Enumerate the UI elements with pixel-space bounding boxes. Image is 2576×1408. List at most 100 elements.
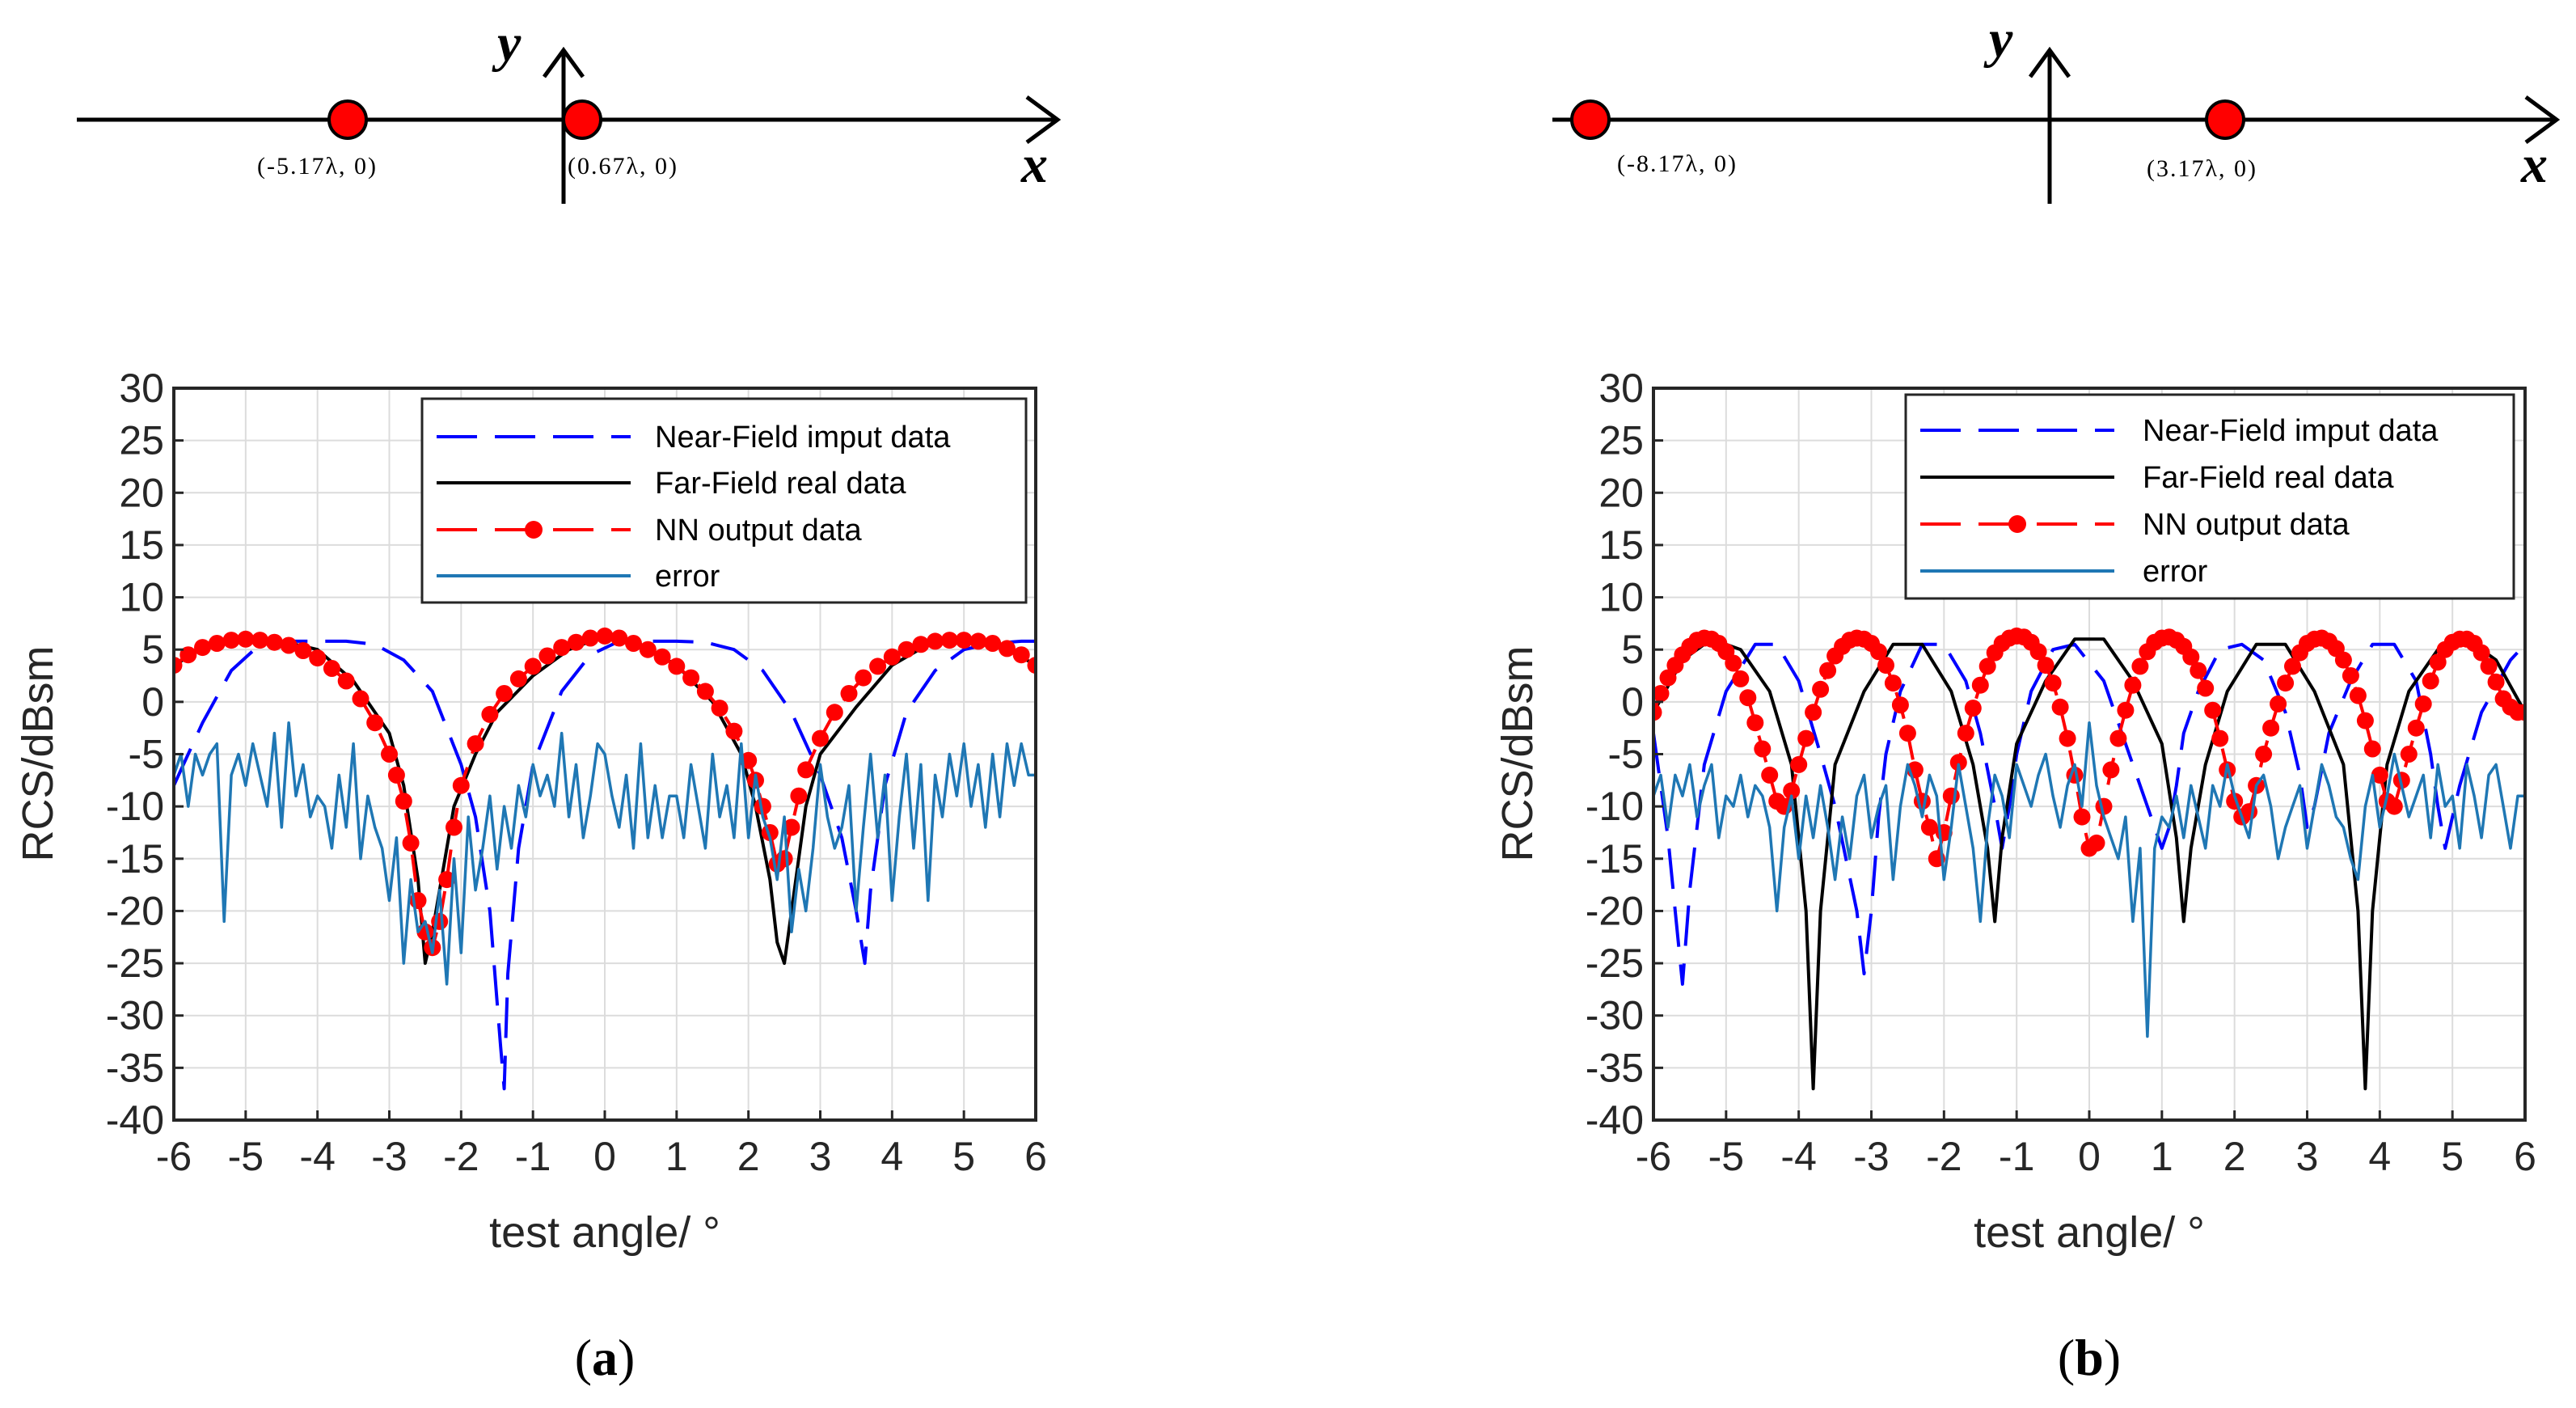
- nn-marker: [1898, 725, 1916, 742]
- nn-marker: [2414, 695, 2432, 712]
- y-tick-label: 30: [119, 366, 164, 411]
- nn-marker: [1746, 714, 1764, 732]
- plot-area: [174, 627, 1036, 1091]
- legend: Near-Field imput data Far-Field real dat…: [1904, 393, 2515, 600]
- panel-label-b: (b): [2058, 1329, 2121, 1386]
- nn-marker: [2516, 704, 2525, 721]
- x-tick-label: -1: [1999, 1134, 2034, 1179]
- nn-marker: [2117, 701, 2135, 719]
- y-tick-label: -15: [106, 836, 164, 882]
- nn-marker: [509, 670, 527, 687]
- y-tick-label: -10: [106, 784, 164, 829]
- x-tick-label: -3: [371, 1134, 407, 1179]
- nn-marker: [381, 746, 398, 763]
- nn-marker: [840, 685, 858, 702]
- nn-marker: [797, 761, 815, 779]
- nn-marker: [395, 793, 412, 810]
- nn-marker: [366, 714, 384, 732]
- nn-marker: [2400, 746, 2418, 763]
- x-tick-label: 3: [809, 1134, 832, 1179]
- nn-marker: [668, 657, 686, 675]
- x-tick-label: 3: [2296, 1134, 2319, 1179]
- rcs-chart-a: -6 -5 -4 -3 -2 -1 0 1 2 3 4 5 6302520151050-5-10-15-…: [14, 366, 1047, 1257]
- nn-marker: [387, 766, 405, 784]
- x-axis-arrow: [2524, 95, 2561, 145]
- nn-marker: [682, 669, 700, 687]
- y-tick-label: 10: [1598, 575, 1644, 620]
- y-tick-label: 25: [1598, 418, 1644, 463]
- nn-marker: [1964, 700, 1982, 717]
- nn-marker: [883, 648, 901, 666]
- nn-marker: [481, 705, 499, 723]
- nn-marker: [955, 632, 973, 649]
- ticks: -6 -5 -4 -3 -2 -1 0 1 2 3 4 5 6302520151050-5-10-15-…: [1586, 366, 2536, 1179]
- legend-label-nearfield: Near-Field imput data: [655, 421, 951, 455]
- y-tick-label: 25: [119, 418, 164, 463]
- x-tick-label: 0: [593, 1134, 616, 1179]
- y-tick-label: 20: [119, 470, 164, 515]
- nn-marker: [2371, 766, 2388, 784]
- nn-marker: [912, 636, 930, 653]
- y-tick-label: 0: [141, 679, 164, 725]
- nn-marker: [237, 630, 255, 648]
- nn-marker: [2059, 729, 2076, 747]
- panel-open: (: [575, 1329, 592, 1386]
- y-axis-arrow: [542, 46, 585, 78]
- coordinate-diagram-b: y x (-8.17λ, 0) (3.17λ, 0): [1552, 10, 2561, 204]
- nn-marker: [265, 633, 283, 651]
- nn-marker: [1739, 689, 1757, 707]
- y-tick-label: -5: [129, 732, 164, 777]
- x-tick-label: 4: [880, 1134, 903, 1179]
- nn-marker: [2277, 674, 2295, 692]
- y-tick-label: -25: [106, 941, 164, 986]
- x-tick-label: 4: [2368, 1134, 2391, 1179]
- nn-marker: [2037, 657, 2054, 674]
- x-tick-label: 0: [2078, 1134, 2101, 1179]
- ticks: -6 -5 -4 -3 -2 -1 0 1 2 3 4 5 6302520151050-5-10-15-…: [106, 366, 1047, 1179]
- nn-marker: [897, 641, 915, 658]
- nn-marker: [2051, 698, 2069, 716]
- nn-marker: [1891, 696, 1909, 714]
- y-axis-name: y: [1983, 10, 2013, 69]
- x-axis-arrow: [1025, 95, 1062, 145]
- nn-marker: [653, 648, 671, 666]
- y-axis-label: RCS/dBsm: [14, 645, 62, 861]
- nn-marker: [2073, 808, 2091, 826]
- nn-marker: [2422, 672, 2439, 690]
- x-tick-label: -5: [228, 1134, 264, 1179]
- y-axis-arrow: [2028, 46, 2071, 78]
- x-tick-label: -6: [156, 1134, 192, 1179]
- nn-marker: [1971, 676, 1989, 694]
- source-point-2: [562, 99, 602, 140]
- nn-marker: [783, 818, 800, 836]
- nn-marker: [524, 657, 542, 675]
- nn-marker: [1754, 740, 1772, 758]
- source-point-1: [327, 99, 368, 140]
- x-tick-label: 6: [2514, 1134, 2536, 1179]
- nn-marker: [2029, 643, 2047, 661]
- nn-marker: [446, 818, 462, 836]
- x-axis-label: test angle/ °: [489, 1208, 720, 1257]
- y-tick-label: 0: [1621, 679, 1644, 725]
- legend-label-farfield: Far-Field real data: [2143, 461, 2394, 495]
- x-tick-label: 2: [737, 1134, 760, 1179]
- nn-marker: [581, 629, 599, 647]
- y-tick-label: -30: [106, 993, 164, 1038]
- nn-marker: [553, 639, 571, 657]
- nn-marker: [2334, 651, 2352, 669]
- nn-marker: [431, 912, 449, 930]
- nn-marker: [1812, 680, 1830, 698]
- x-axis-name: x: [2520, 135, 2548, 194]
- y-tick-label: 5: [1621, 627, 1644, 672]
- nn-marker: [568, 633, 585, 651]
- y-tick-label: 15: [119, 522, 164, 568]
- nn-marker: [2284, 657, 2301, 675]
- nn-marker: [208, 635, 226, 652]
- source-point-2: [2205, 99, 2245, 140]
- legend-label-nn: NN output data: [655, 514, 862, 548]
- nn-marker: [1920, 818, 1938, 836]
- nn-marker: [2197, 679, 2215, 697]
- legend-marker-nn: [2008, 515, 2026, 533]
- nn-marker: [2262, 719, 2280, 737]
